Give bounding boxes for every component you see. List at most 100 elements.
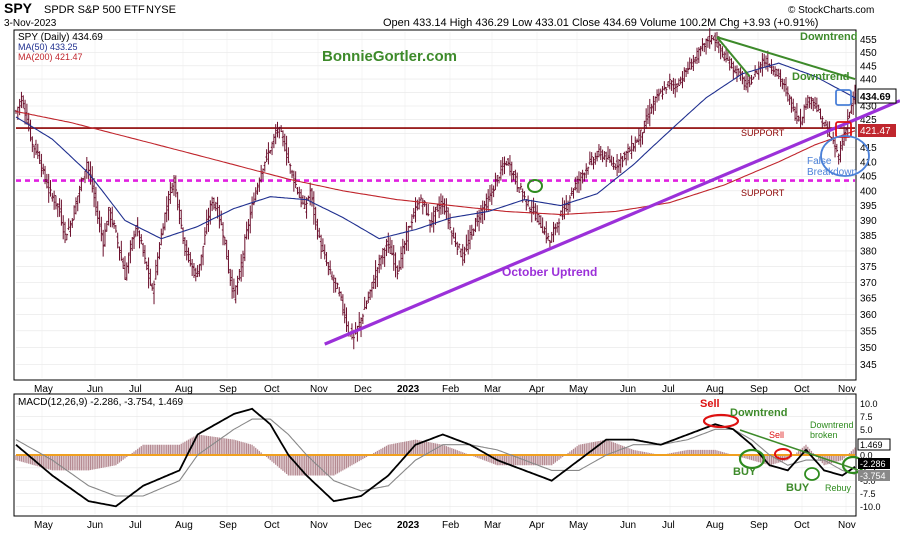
buy-label-1: BUY [733, 466, 757, 478]
price-bar [839, 141, 842, 163]
price-tick-label: 405 [860, 172, 877, 183]
x-tick-label: Nov [310, 520, 328, 531]
macd-tick-label: -7.5 [860, 489, 876, 499]
price-bar [210, 196, 214, 212]
price-bar [688, 57, 691, 70]
legend-ma50: MA(50) 433.25 [18, 42, 78, 52]
price-bar [399, 246, 403, 270]
price-bar [318, 227, 321, 239]
price-bar [201, 245, 205, 266]
price-bar [20, 91, 23, 109]
ma200-line [15, 110, 856, 216]
macd-histogram [15, 434, 856, 476]
macd-downtrend-line [739, 429, 859, 471]
close-price-label: 434.69 [860, 92, 891, 103]
price-bar [229, 268, 232, 286]
price-bar [241, 250, 245, 277]
price-bar [586, 166, 590, 175]
price-bar [672, 77, 675, 94]
price-bar [661, 86, 664, 100]
price-bar [612, 156, 615, 170]
price-bar [835, 143, 839, 153]
price-bar [132, 230, 136, 250]
price-bar [107, 206, 110, 226]
price-bar [334, 277, 337, 293]
price-bar [463, 246, 466, 264]
x-tick-label: Aug [175, 520, 193, 531]
x-tick-label: Aug [706, 520, 724, 531]
x-tick-label: Jun [87, 520, 103, 531]
price-bar [32, 145, 36, 159]
price-bar [561, 197, 564, 221]
price-bar [100, 216, 103, 242]
price-bar [575, 175, 579, 193]
price-bar [67, 218, 70, 231]
price-bar [821, 115, 824, 129]
price-bar [822, 121, 826, 127]
macd-tick-label: 7.5 [860, 412, 873, 422]
price-bar [537, 213, 541, 226]
price-bar [853, 84, 857, 105]
price-bar [256, 182, 259, 195]
x-tick-label: Jun [87, 384, 103, 395]
price-bar [519, 182, 523, 190]
price-bar [221, 222, 225, 246]
price-bar [392, 245, 395, 271]
price-bar [49, 180, 52, 197]
price-bar [605, 151, 608, 167]
price-bar [425, 203, 428, 216]
price-bar [370, 281, 374, 298]
price-bar [675, 83, 679, 93]
price-bar [341, 294, 345, 316]
price-bar [452, 227, 455, 239]
price-bar [555, 222, 559, 233]
price-bar [367, 291, 370, 304]
price-bar [390, 239, 394, 256]
price-bar [238, 269, 241, 281]
price-bar [131, 237, 134, 251]
x-tick-label: Oct [794, 520, 810, 531]
price-bar [207, 207, 210, 232]
ma200-price-label: 421.47 [860, 126, 891, 137]
price-bar [739, 67, 742, 81]
price-bar [552, 221, 555, 243]
x-tick-label: Aug [706, 384, 724, 395]
macd-tick-label: 0.0 [860, 451, 873, 461]
x-tick-label: Nov [838, 520, 856, 531]
price-bar [29, 119, 32, 142]
price-bar [824, 119, 828, 127]
macd-tick-label: 5.0 [860, 425, 873, 435]
price-bar [332, 274, 336, 293]
x-tick-label: Jul [129, 384, 142, 395]
signal-value-box [858, 470, 890, 481]
price-bar [396, 265, 399, 280]
price-bar [701, 38, 704, 52]
price-bar [328, 260, 332, 275]
price-bar [154, 259, 158, 280]
price-bar [674, 78, 677, 98]
price-bar [681, 71, 684, 89]
price-bar [227, 249, 230, 274]
price-bar [695, 47, 699, 65]
price-bar [254, 187, 257, 201]
price-bar [833, 138, 837, 158]
price-bar [196, 265, 199, 278]
price-bar [588, 151, 592, 166]
price-bar [646, 105, 650, 124]
price-bar [116, 232, 119, 249]
price-bar [715, 31, 719, 48]
price-bar [488, 184, 492, 202]
price-bar [43, 165, 47, 185]
price-bar [601, 149, 604, 163]
price-bar [167, 190, 170, 221]
price-bar [336, 282, 339, 290]
price-bar [38, 151, 41, 164]
price-bar [753, 65, 757, 77]
x-tick-label: Jun [620, 384, 636, 395]
x-tick-label: Oct [264, 520, 280, 531]
price-bar [496, 175, 499, 187]
price-bar [557, 218, 561, 236]
copyright: © StockCharts.com [788, 5, 874, 16]
price-bar [98, 210, 101, 233]
price-bar [62, 215, 65, 240]
